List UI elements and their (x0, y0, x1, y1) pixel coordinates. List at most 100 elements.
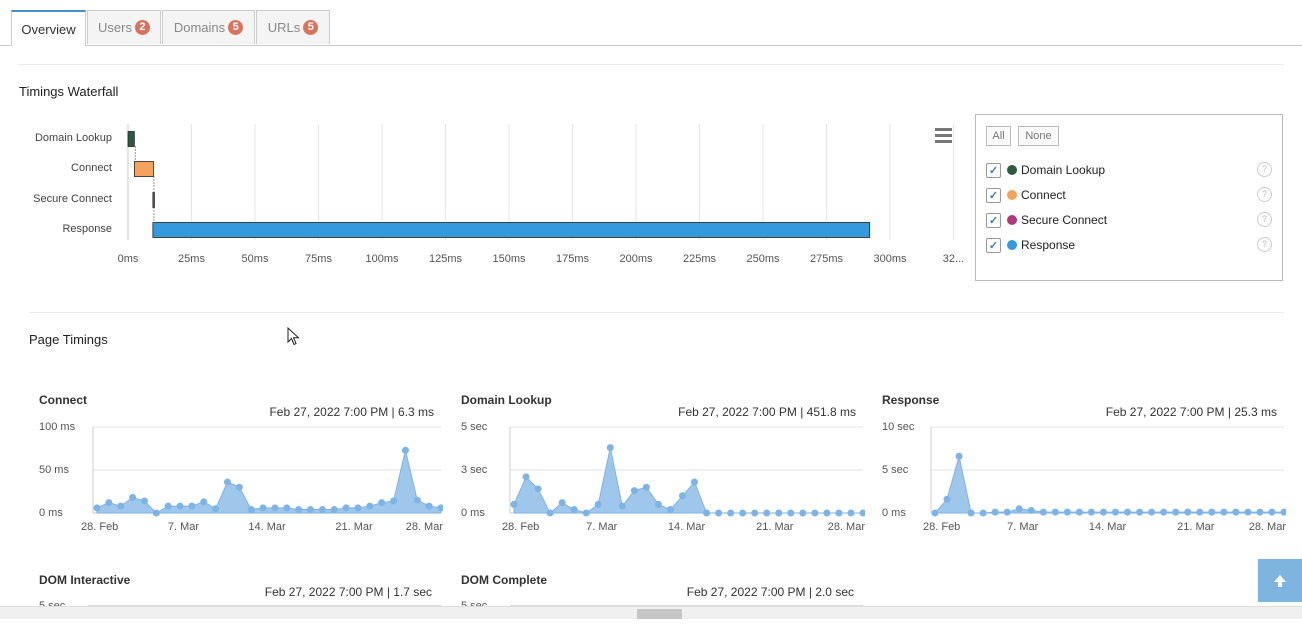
data-point[interactable] (1160, 508, 1168, 516)
data-point[interactable] (1268, 508, 1276, 516)
data-point[interactable] (366, 502, 374, 510)
horizontal-scrollbar[interactable] (0, 606, 1302, 619)
data-point[interactable] (223, 478, 231, 486)
data-point[interactable] (654, 500, 662, 508)
data-point[interactable] (342, 504, 350, 512)
data-point[interactable] (775, 509, 783, 517)
data-point[interactable] (931, 509, 939, 517)
checkbox-icon[interactable]: ✓ (986, 187, 1001, 203)
data-point[interactable] (1232, 508, 1240, 516)
data-point[interactable] (378, 499, 386, 507)
tab-users[interactable]: Users 2 (87, 10, 161, 44)
scroll-to-top-button[interactable] (1258, 559, 1302, 602)
data-point[interactable] (715, 509, 723, 517)
data-point[interactable] (390, 497, 398, 505)
data-point[interactable] (1051, 508, 1059, 516)
data-point[interactable] (413, 496, 421, 504)
help-icon[interactable]: ? (1257, 237, 1272, 252)
data-point[interactable] (594, 500, 602, 508)
data-point[interactable] (354, 504, 362, 512)
data-point[interactable] (235, 483, 243, 491)
data-point[interactable] (739, 509, 747, 517)
data-point[interactable] (212, 505, 220, 513)
checkbox-icon[interactable]: ✓ (986, 162, 1001, 178)
data-point[interactable] (1244, 508, 1252, 516)
data-point[interactable] (295, 506, 303, 514)
data-point[interactable] (642, 483, 650, 491)
data-point[interactable] (330, 506, 338, 514)
data-point[interactable] (247, 506, 255, 514)
data-point[interactable] (522, 473, 530, 481)
data-point[interactable] (93, 504, 101, 512)
data-point[interactable] (1124, 508, 1132, 516)
data-point[interactable] (558, 499, 566, 507)
data-point[interactable] (606, 444, 614, 452)
chart-menu-icon[interactable] (935, 128, 952, 143)
data-point[interactable] (1003, 508, 1011, 516)
data-point[interactable] (859, 509, 866, 517)
data-point[interactable] (105, 499, 113, 507)
data-point[interactable] (835, 509, 843, 517)
data-point[interactable] (763, 509, 771, 517)
legend-all-button[interactable]: All (986, 126, 1011, 146)
data-point[interactable] (967, 509, 975, 517)
data-point[interactable] (691, 478, 699, 486)
data-point[interactable] (546, 509, 554, 517)
data-point[interactable] (666, 506, 674, 514)
data-point[interactable] (259, 504, 267, 512)
checkbox-icon[interactable]: ✓ (986, 212, 1001, 228)
data-point[interactable] (318, 506, 326, 514)
data-point[interactable] (510, 500, 518, 508)
data-point[interactable] (307, 506, 315, 514)
data-point[interactable] (799, 509, 807, 517)
data-point[interactable] (188, 502, 196, 510)
help-icon[interactable]: ? (1257, 162, 1272, 177)
data-point[interactable] (425, 502, 433, 510)
legend-none-button[interactable]: None (1018, 126, 1059, 146)
data-point[interactable] (1099, 508, 1107, 516)
data-point[interactable] (847, 509, 855, 517)
data-point[interactable] (1112, 508, 1120, 516)
data-point[interactable] (117, 502, 125, 510)
help-icon[interactable]: ? (1257, 212, 1272, 227)
legend-item-secure-connect[interactable]: ✓ Secure Connect (986, 211, 1107, 229)
data-point[interactable] (943, 495, 951, 503)
data-point[interactable] (570, 506, 578, 514)
tab-overview[interactable]: Overview (11, 10, 86, 46)
data-point[interactable] (176, 502, 184, 510)
data-point[interactable] (1087, 508, 1095, 516)
data-point[interactable] (1136, 508, 1144, 516)
data-point[interactable] (703, 509, 711, 517)
data-point[interactable] (979, 509, 987, 517)
data-point[interactable] (152, 509, 160, 517)
scrollbar-thumb[interactable] (637, 609, 682, 619)
checkbox-icon[interactable]: ✓ (986, 237, 1001, 253)
data-point[interactable] (1220, 508, 1228, 516)
data-point[interactable] (991, 508, 999, 516)
data-point[interactable] (534, 485, 542, 493)
data-point[interactable] (129, 494, 137, 502)
data-point[interactable] (140, 497, 148, 505)
data-point[interactable] (283, 504, 291, 512)
data-point[interactable] (200, 498, 208, 506)
waterfall-bar[interactable] (152, 222, 871, 238)
data-point[interactable] (678, 492, 686, 500)
tab-domains[interactable]: Domains 5 (162, 10, 255, 44)
waterfall-bar[interactable] (127, 131, 135, 147)
data-point[interactable] (1148, 508, 1156, 516)
data-point[interactable] (1196, 508, 1204, 516)
tab-urls[interactable]: URLs 5 (256, 10, 330, 44)
legend-item-domain-lookup[interactable]: ✓ Domain Lookup (986, 161, 1105, 179)
waterfall-bar[interactable] (133, 161, 154, 177)
data-point[interactable] (1208, 508, 1216, 516)
data-point[interactable] (751, 509, 759, 517)
data-point[interactable] (1027, 506, 1035, 514)
data-point[interactable] (630, 487, 638, 495)
legend-item-connect[interactable]: ✓ Connect (986, 186, 1066, 204)
data-point[interactable] (401, 446, 409, 454)
data-point[interactable] (1039, 508, 1047, 516)
data-point[interactable] (1015, 505, 1023, 513)
data-point[interactable] (955, 452, 963, 460)
data-point[interactable] (787, 509, 795, 517)
help-icon[interactable]: ? (1257, 187, 1272, 202)
